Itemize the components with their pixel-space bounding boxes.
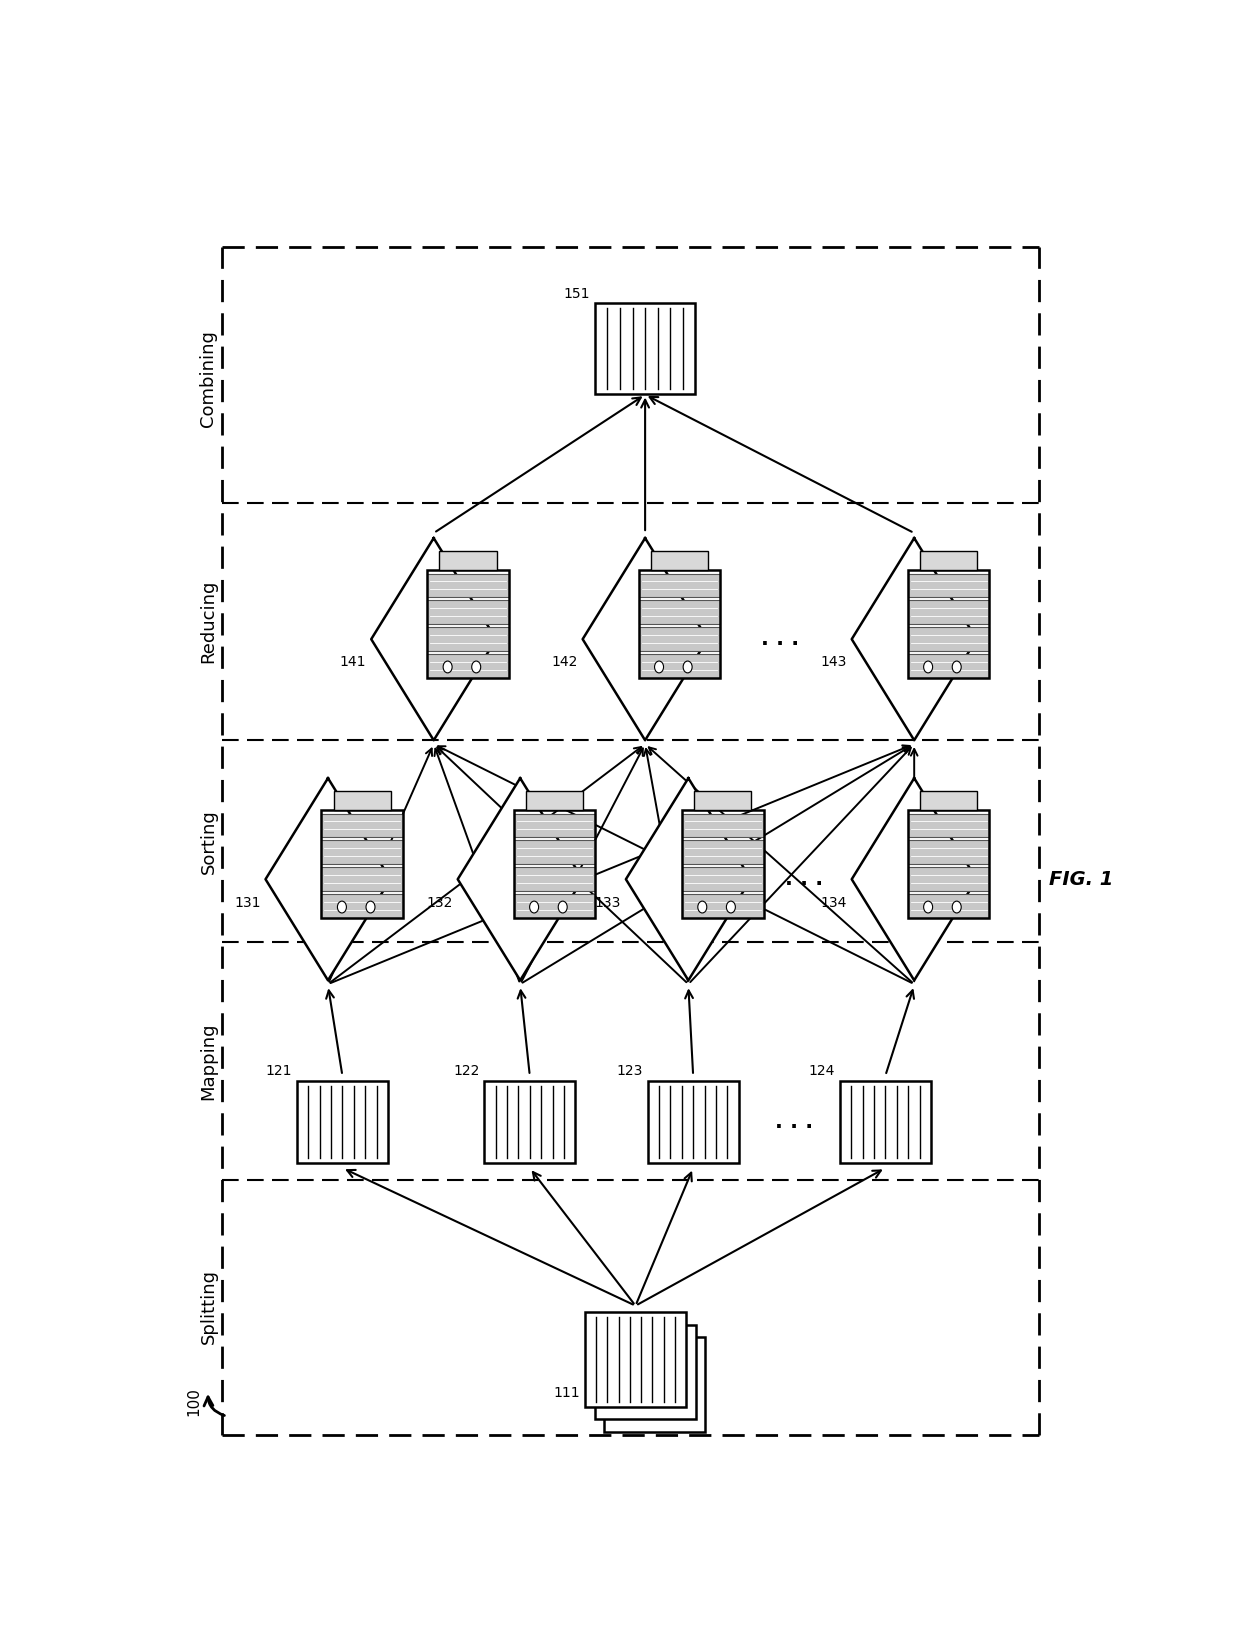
Text: . . .: . . . [775,1113,813,1132]
Text: 123: 123 [616,1065,642,1078]
Bar [651,551,708,571]
Bar [908,894,990,917]
Text: 143: 143 [821,655,847,670]
Polygon shape [852,778,977,980]
Bar [908,627,990,651]
Text: Sorting: Sorting [200,809,217,873]
Text: 122: 122 [453,1065,480,1078]
Circle shape [952,901,961,912]
Bar [526,791,583,811]
Circle shape [952,661,961,673]
Bar [639,573,720,597]
Bar [334,791,391,811]
Text: Mapping: Mapping [200,1022,217,1099]
Bar [908,840,990,865]
Bar [513,868,595,891]
Text: Splitting: Splitting [200,1270,217,1344]
Text: 131: 131 [234,896,260,909]
Bar [682,868,764,891]
Text: 100: 100 [186,1387,201,1416]
Bar [639,571,720,678]
Bar [296,1081,388,1163]
Text: Reducing: Reducing [200,579,217,663]
Circle shape [727,901,735,912]
Bar [513,811,595,917]
Text: 151: 151 [564,287,590,300]
Text: 124: 124 [808,1065,835,1078]
Bar [428,655,508,678]
Bar [428,571,508,678]
Bar [321,814,403,837]
Circle shape [529,901,538,912]
Polygon shape [371,538,496,740]
Polygon shape [852,538,977,740]
Bar [908,655,990,678]
Circle shape [471,661,481,673]
Bar [321,894,403,917]
Bar [428,573,508,597]
Bar [513,840,595,865]
Bar [839,1081,931,1163]
Circle shape [337,901,346,912]
Bar [484,1081,575,1163]
Bar [604,1337,706,1433]
Text: . . .: . . . [760,629,799,650]
Bar [682,814,764,837]
Bar [682,840,764,865]
Bar [321,868,403,891]
Bar [908,601,990,624]
Text: 132: 132 [427,896,453,909]
Circle shape [698,901,707,912]
Circle shape [366,901,374,912]
Circle shape [655,661,663,673]
Circle shape [683,661,692,673]
Text: Combining: Combining [200,330,217,427]
Bar [595,304,696,394]
Bar [585,1313,686,1406]
Bar [639,627,720,651]
Bar [908,814,990,837]
Text: 142: 142 [552,655,578,670]
Text: 111: 111 [553,1387,580,1400]
Polygon shape [265,778,391,980]
Circle shape [924,661,932,673]
Bar [595,1324,696,1419]
Bar [920,791,977,811]
Polygon shape [583,538,708,740]
Bar [908,868,990,891]
Text: 134: 134 [821,896,847,909]
Bar [908,811,990,917]
Text: . . .: . . . [785,870,822,889]
Text: FIG. 1: FIG. 1 [1049,870,1114,889]
Circle shape [558,901,567,912]
Bar [321,811,403,917]
Bar [639,601,720,624]
Text: 141: 141 [340,655,367,670]
Polygon shape [458,778,583,980]
Bar [513,894,595,917]
Bar [428,627,508,651]
Bar [321,840,403,865]
Bar [908,571,990,678]
Polygon shape [626,778,751,980]
Bar [428,601,508,624]
Circle shape [924,901,932,912]
Bar [682,894,764,917]
Bar [908,573,990,597]
Text: 133: 133 [595,896,621,909]
Bar [920,551,977,571]
Bar [647,1081,739,1163]
Bar [682,811,764,917]
Bar [694,791,751,811]
Text: 121: 121 [265,1065,291,1078]
Circle shape [443,661,453,673]
Bar [639,655,720,678]
Bar [439,551,497,571]
Bar [513,814,595,837]
